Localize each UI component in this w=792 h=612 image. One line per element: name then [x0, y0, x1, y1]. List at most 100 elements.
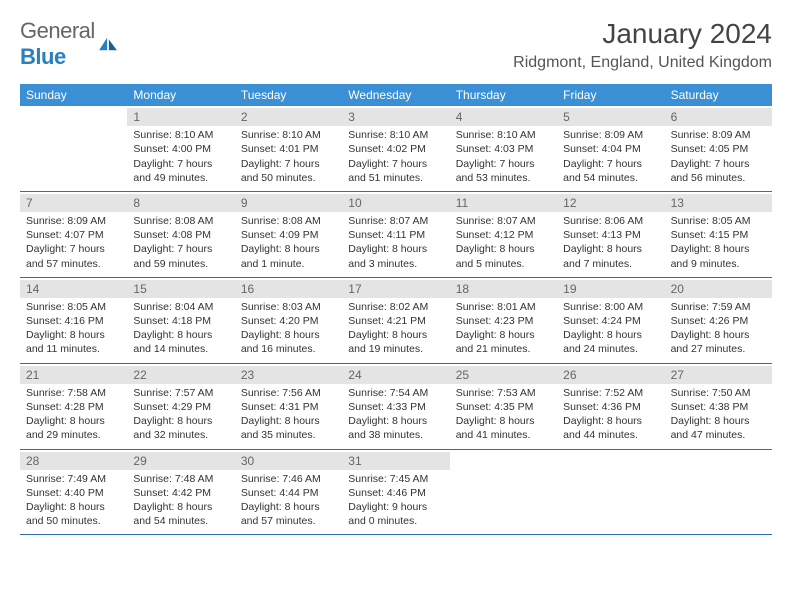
- day-info-line: Sunset: 4:13 PM: [563, 228, 658, 242]
- day-info-line: and 16 minutes.: [241, 342, 336, 356]
- day-number: 27: [665, 366, 772, 384]
- day-info-line: Sunrise: 8:03 AM: [241, 300, 336, 314]
- title-block: January 2024 Ridgmont, England, United K…: [513, 18, 772, 72]
- day-cell: 5Sunrise: 8:09 AMSunset: 4:04 PMDaylight…: [557, 106, 664, 191]
- day-number: 21: [20, 366, 127, 384]
- day-info-line: Daylight: 7 hours: [563, 157, 658, 171]
- day-info-line: Sunset: 4:11 PM: [348, 228, 443, 242]
- day-info-line: Sunrise: 8:08 AM: [241, 214, 336, 228]
- day-info-line: Sunset: 4:15 PM: [671, 228, 766, 242]
- day-cell: 12Sunrise: 8:06 AMSunset: 4:13 PMDayligh…: [557, 192, 664, 277]
- day-info-line: Daylight: 8 hours: [563, 414, 658, 428]
- day-info-line: Sunrise: 8:05 AM: [26, 300, 121, 314]
- week-row: 21Sunrise: 7:58 AMSunset: 4:28 PMDayligh…: [20, 364, 772, 450]
- weekday-cell: Saturday: [665, 84, 772, 106]
- day-info-line: Sunrise: 8:07 AM: [348, 214, 443, 228]
- weekday-cell: Wednesday: [342, 84, 449, 106]
- weekday-cell: Friday: [557, 84, 664, 106]
- day-info-line: and 32 minutes.: [133, 428, 228, 442]
- weekday-cell: Monday: [127, 84, 234, 106]
- day-info-line: Sunrise: 8:06 AM: [563, 214, 658, 228]
- day-cell: 6Sunrise: 8:09 AMSunset: 4:05 PMDaylight…: [665, 106, 772, 191]
- day-info-line: Sunrise: 7:56 AM: [241, 386, 336, 400]
- day-number: 28: [20, 452, 127, 470]
- day-number: 23: [235, 366, 342, 384]
- day-info-line: Sunrise: 8:10 AM: [241, 128, 336, 142]
- day-info-line: and 50 minutes.: [241, 171, 336, 185]
- day-cell: 19Sunrise: 8:00 AMSunset: 4:24 PMDayligh…: [557, 278, 664, 363]
- day-info-line: Sunset: 4:07 PM: [26, 228, 121, 242]
- day-info-line: Sunset: 4:04 PM: [563, 142, 658, 156]
- logo-blue: Blue: [20, 44, 66, 69]
- day-info-line: Daylight: 8 hours: [241, 414, 336, 428]
- day-info-line: and 21 minutes.: [456, 342, 551, 356]
- day-info-line: Sunrise: 7:52 AM: [563, 386, 658, 400]
- day-cell: 28Sunrise: 7:49 AMSunset: 4:40 PMDayligh…: [20, 450, 127, 535]
- day-number: 31: [342, 452, 449, 470]
- day-number: 24: [342, 366, 449, 384]
- day-info-line: Daylight: 8 hours: [241, 242, 336, 256]
- header: General Blue January 2024 Ridgmont, Engl…: [20, 18, 772, 72]
- day-info-line: Daylight: 8 hours: [348, 242, 443, 256]
- day-info-line: Sunset: 4:38 PM: [671, 400, 766, 414]
- weekday-cell: Tuesday: [235, 84, 342, 106]
- day-info-line: and 24 minutes.: [563, 342, 658, 356]
- day-info-line: Daylight: 8 hours: [348, 414, 443, 428]
- day-info-line: Sunrise: 7:59 AM: [671, 300, 766, 314]
- logo: General Blue: [20, 18, 119, 70]
- day-number: 7: [20, 194, 127, 212]
- day-info-line: Sunrise: 8:05 AM: [671, 214, 766, 228]
- weekday-cell: Thursday: [450, 84, 557, 106]
- day-info-line: and 29 minutes.: [26, 428, 121, 442]
- day-info-line: Sunrise: 8:08 AM: [133, 214, 228, 228]
- day-info-line: and 7 minutes.: [563, 257, 658, 271]
- day-info-line: Sunset: 4:00 PM: [133, 142, 228, 156]
- day-info-line: Sunrise: 8:09 AM: [671, 128, 766, 142]
- day-info-line: Sunset: 4:29 PM: [133, 400, 228, 414]
- day-info-line: Daylight: 8 hours: [456, 328, 551, 342]
- day-info-line: Sunrise: 8:10 AM: [348, 128, 443, 142]
- day-info-line: and 0 minutes.: [348, 514, 443, 528]
- weekday-header-row: SundayMondayTuesdayWednesdayThursdayFrid…: [20, 84, 772, 106]
- day-info-line: Daylight: 7 hours: [26, 242, 121, 256]
- day-number: 4: [450, 108, 557, 126]
- day-info-line: Sunset: 4:01 PM: [241, 142, 336, 156]
- day-info-line: and 54 minutes.: [563, 171, 658, 185]
- logo-sail-icon: [97, 36, 119, 52]
- day-info-line: Sunset: 4:40 PM: [26, 486, 121, 500]
- day-info-line: Sunset: 4:23 PM: [456, 314, 551, 328]
- day-info-line: Sunset: 4:26 PM: [671, 314, 766, 328]
- day-cell: 22Sunrise: 7:57 AMSunset: 4:29 PMDayligh…: [127, 364, 234, 449]
- day-number: 17: [342, 280, 449, 298]
- day-info-line: Daylight: 8 hours: [671, 414, 766, 428]
- calendar: SundayMondayTuesdayWednesdayThursdayFrid…: [20, 84, 772, 535]
- day-info-line: and 51 minutes.: [348, 171, 443, 185]
- day-info-line: Sunrise: 7:53 AM: [456, 386, 551, 400]
- day-cell: 31Sunrise: 7:45 AMSunset: 4:46 PMDayligh…: [342, 450, 449, 535]
- day-number: 22: [127, 366, 234, 384]
- day-info-line: and 49 minutes.: [133, 171, 228, 185]
- month-year: January 2024: [513, 18, 772, 50]
- day-number: 19: [557, 280, 664, 298]
- day-cell: 17Sunrise: 8:02 AMSunset: 4:21 PMDayligh…: [342, 278, 449, 363]
- day-cell: 27Sunrise: 7:50 AMSunset: 4:38 PMDayligh…: [665, 364, 772, 449]
- day-info-line: and 11 minutes.: [26, 342, 121, 356]
- day-number: 30: [235, 452, 342, 470]
- day-cell: 20Sunrise: 7:59 AMSunset: 4:26 PMDayligh…: [665, 278, 772, 363]
- day-info-line: Sunset: 4:20 PM: [241, 314, 336, 328]
- day-info-line: Sunrise: 8:00 AM: [563, 300, 658, 314]
- day-info-line: Daylight: 8 hours: [456, 242, 551, 256]
- day-cell: 8Sunrise: 8:08 AMSunset: 4:08 PMDaylight…: [127, 192, 234, 277]
- day-info-line: Sunrise: 8:10 AM: [456, 128, 551, 142]
- day-number: 12: [557, 194, 664, 212]
- day-info-line: and 1 minute.: [241, 257, 336, 271]
- day-cell: 16Sunrise: 8:03 AMSunset: 4:20 PMDayligh…: [235, 278, 342, 363]
- day-info-line: and 47 minutes.: [671, 428, 766, 442]
- day-info-line: Sunset: 4:18 PM: [133, 314, 228, 328]
- day-info-line: Sunset: 4:44 PM: [241, 486, 336, 500]
- day-info-line: Sunset: 4:33 PM: [348, 400, 443, 414]
- day-info-line: and 41 minutes.: [456, 428, 551, 442]
- day-info-line: Daylight: 7 hours: [671, 157, 766, 171]
- day-info-line: Sunrise: 7:57 AM: [133, 386, 228, 400]
- day-info-line: Sunrise: 8:07 AM: [456, 214, 551, 228]
